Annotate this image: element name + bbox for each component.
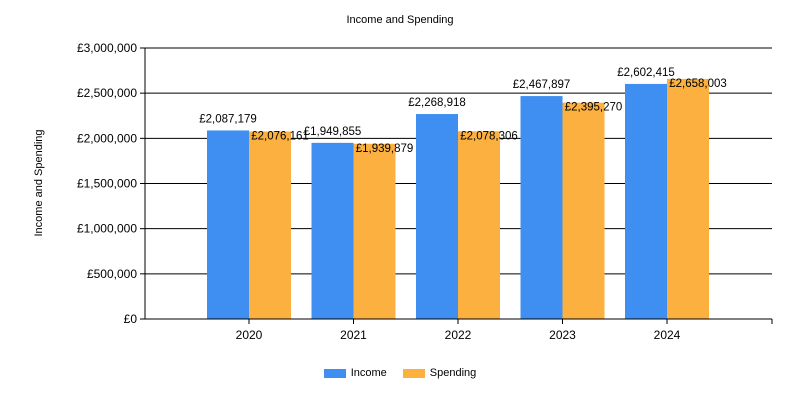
bar-spending-2020 xyxy=(249,131,291,319)
data-label-spending: £1,939,879 xyxy=(356,143,414,155)
legend-item-spending: Spending xyxy=(402,367,477,379)
data-label-income: £2,087,179 xyxy=(199,113,257,125)
bar-income-2023 xyxy=(520,96,563,319)
y-tick-label: £0 xyxy=(124,312,138,326)
data-label-spending: £2,658,003 xyxy=(669,78,727,90)
legend-swatch-spending xyxy=(402,368,425,378)
x-ticks: 2020 2021 2022 2023 2024 xyxy=(236,319,773,342)
data-label-income: £2,467,897 xyxy=(513,79,571,91)
y-tick-label: £2,000,000 xyxy=(77,131,137,145)
bar-spending-2024 xyxy=(667,78,709,319)
bar-income-2020 xyxy=(207,130,249,319)
legend-label-spending: Spending xyxy=(429,367,477,379)
bar-income-2021 xyxy=(311,142,354,319)
x-tick-label: 2020 xyxy=(236,328,263,342)
legend-swatch-income xyxy=(323,368,346,378)
y-ticks: £0 £500,000 £1,000,000 £1,500,000 £2,000,000… xyxy=(77,41,145,326)
y-tick-label: £2,500,000 xyxy=(77,86,137,100)
x-tick-label: 2023 xyxy=(549,328,576,342)
bar-income-2024 xyxy=(625,83,667,319)
bar-income-2022 xyxy=(416,114,458,319)
x-tick-label: 2021 xyxy=(340,328,367,342)
y-tick-label: £1,000,000 xyxy=(77,222,137,236)
x-tick-label: 2022 xyxy=(445,328,472,342)
bar-spending-2022 xyxy=(458,131,500,319)
chart-title: Income and Spending xyxy=(346,14,453,26)
data-label-income: £2,268,918 xyxy=(408,97,466,109)
data-labels: £2,087,179 £2,076,161£1,949,855 £1,939,879… xyxy=(199,67,727,155)
data-label-spending: £2,395,270 xyxy=(565,102,623,114)
data-label-income: £1,949,855 xyxy=(304,126,362,138)
legend: Income Spending xyxy=(0,367,800,379)
bars xyxy=(207,78,709,319)
y-tick-label: £3,000,000 xyxy=(77,41,137,55)
data-label-income: £2,602,415 xyxy=(617,67,675,79)
legend-item-income: Income xyxy=(323,367,387,379)
y-tick-label: £500,000 xyxy=(87,267,137,281)
y-tick-label: £1,500,000 xyxy=(77,177,137,191)
bar-spending-2021 xyxy=(353,143,396,319)
data-label-spending: £2,076,161 xyxy=(251,130,309,142)
data-label-spending: £2,078,306 xyxy=(460,130,518,142)
legend-label-income: Income xyxy=(350,367,387,379)
bar-spending-2023 xyxy=(562,102,605,319)
x-tick-label: 2024 xyxy=(654,328,681,342)
y-axis-label: Income and Spending xyxy=(33,129,45,236)
